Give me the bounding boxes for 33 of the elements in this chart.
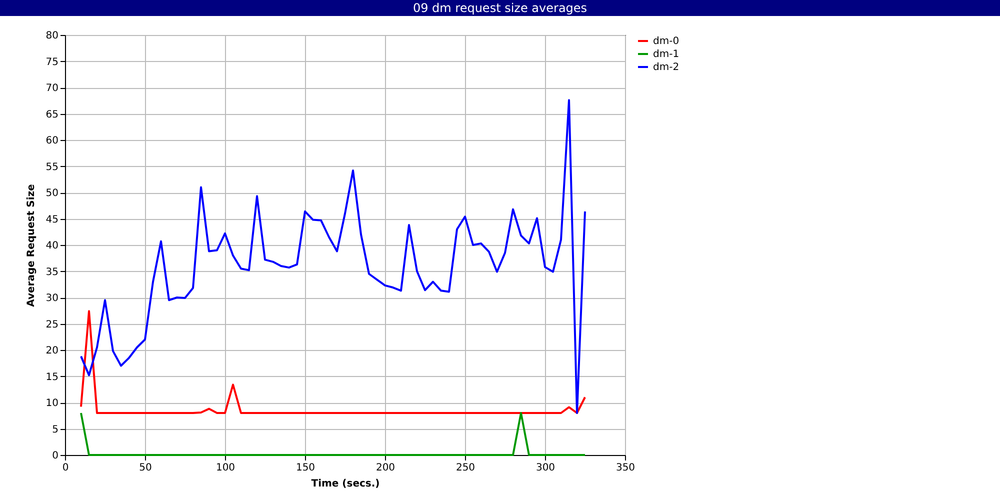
x-tick-label: 50	[139, 462, 152, 474]
y-axis-title: Average Request Size	[26, 184, 37, 307]
x-tick-label: 150	[296, 462, 316, 474]
chart-title: 09 dm request size averages	[0, 0, 1000, 16]
line-series	[80, 99, 586, 414]
x-tick-label: 300	[536, 462, 556, 474]
y-tick-label: 5	[52, 424, 58, 436]
x-tick-label: 350	[616, 462, 636, 474]
y-tick-label: 10	[46, 398, 58, 409]
legend-label: dm-0	[653, 36, 680, 47]
y-tick-label: 70	[46, 83, 58, 94]
y-tick-label: 15	[46, 372, 58, 383]
line-series	[80, 310, 586, 414]
y-tick-label: 35	[46, 266, 58, 278]
x-tick-label: 100	[216, 462, 236, 474]
y-tick-label: 60	[46, 136, 58, 146]
x-tick-label: 0	[62, 462, 69, 474]
y-tick-label: 80	[46, 30, 58, 42]
y-tick-label: 20	[46, 346, 58, 356]
legend-label: dm-2	[653, 62, 680, 73]
y-tick-label: 65	[46, 109, 58, 120]
x-axis-title: Time (secs.)	[311, 478, 380, 490]
y-tick-label: 50	[46, 188, 58, 199]
y-tick-label: 40	[46, 240, 58, 252]
y-tick-label: 75	[46, 56, 58, 68]
y-tick-label: 55	[46, 162, 58, 173]
x-tick-label: 250	[456, 462, 476, 474]
legend-label: dm-1	[653, 49, 680, 60]
y-tick-label: 25	[46, 319, 58, 330]
y-tick-label: 30	[46, 293, 58, 304]
y-tick-label: 0	[52, 450, 58, 462]
x-tick-label: 200	[376, 462, 396, 474]
y-tick-label: 45	[46, 214, 58, 226]
